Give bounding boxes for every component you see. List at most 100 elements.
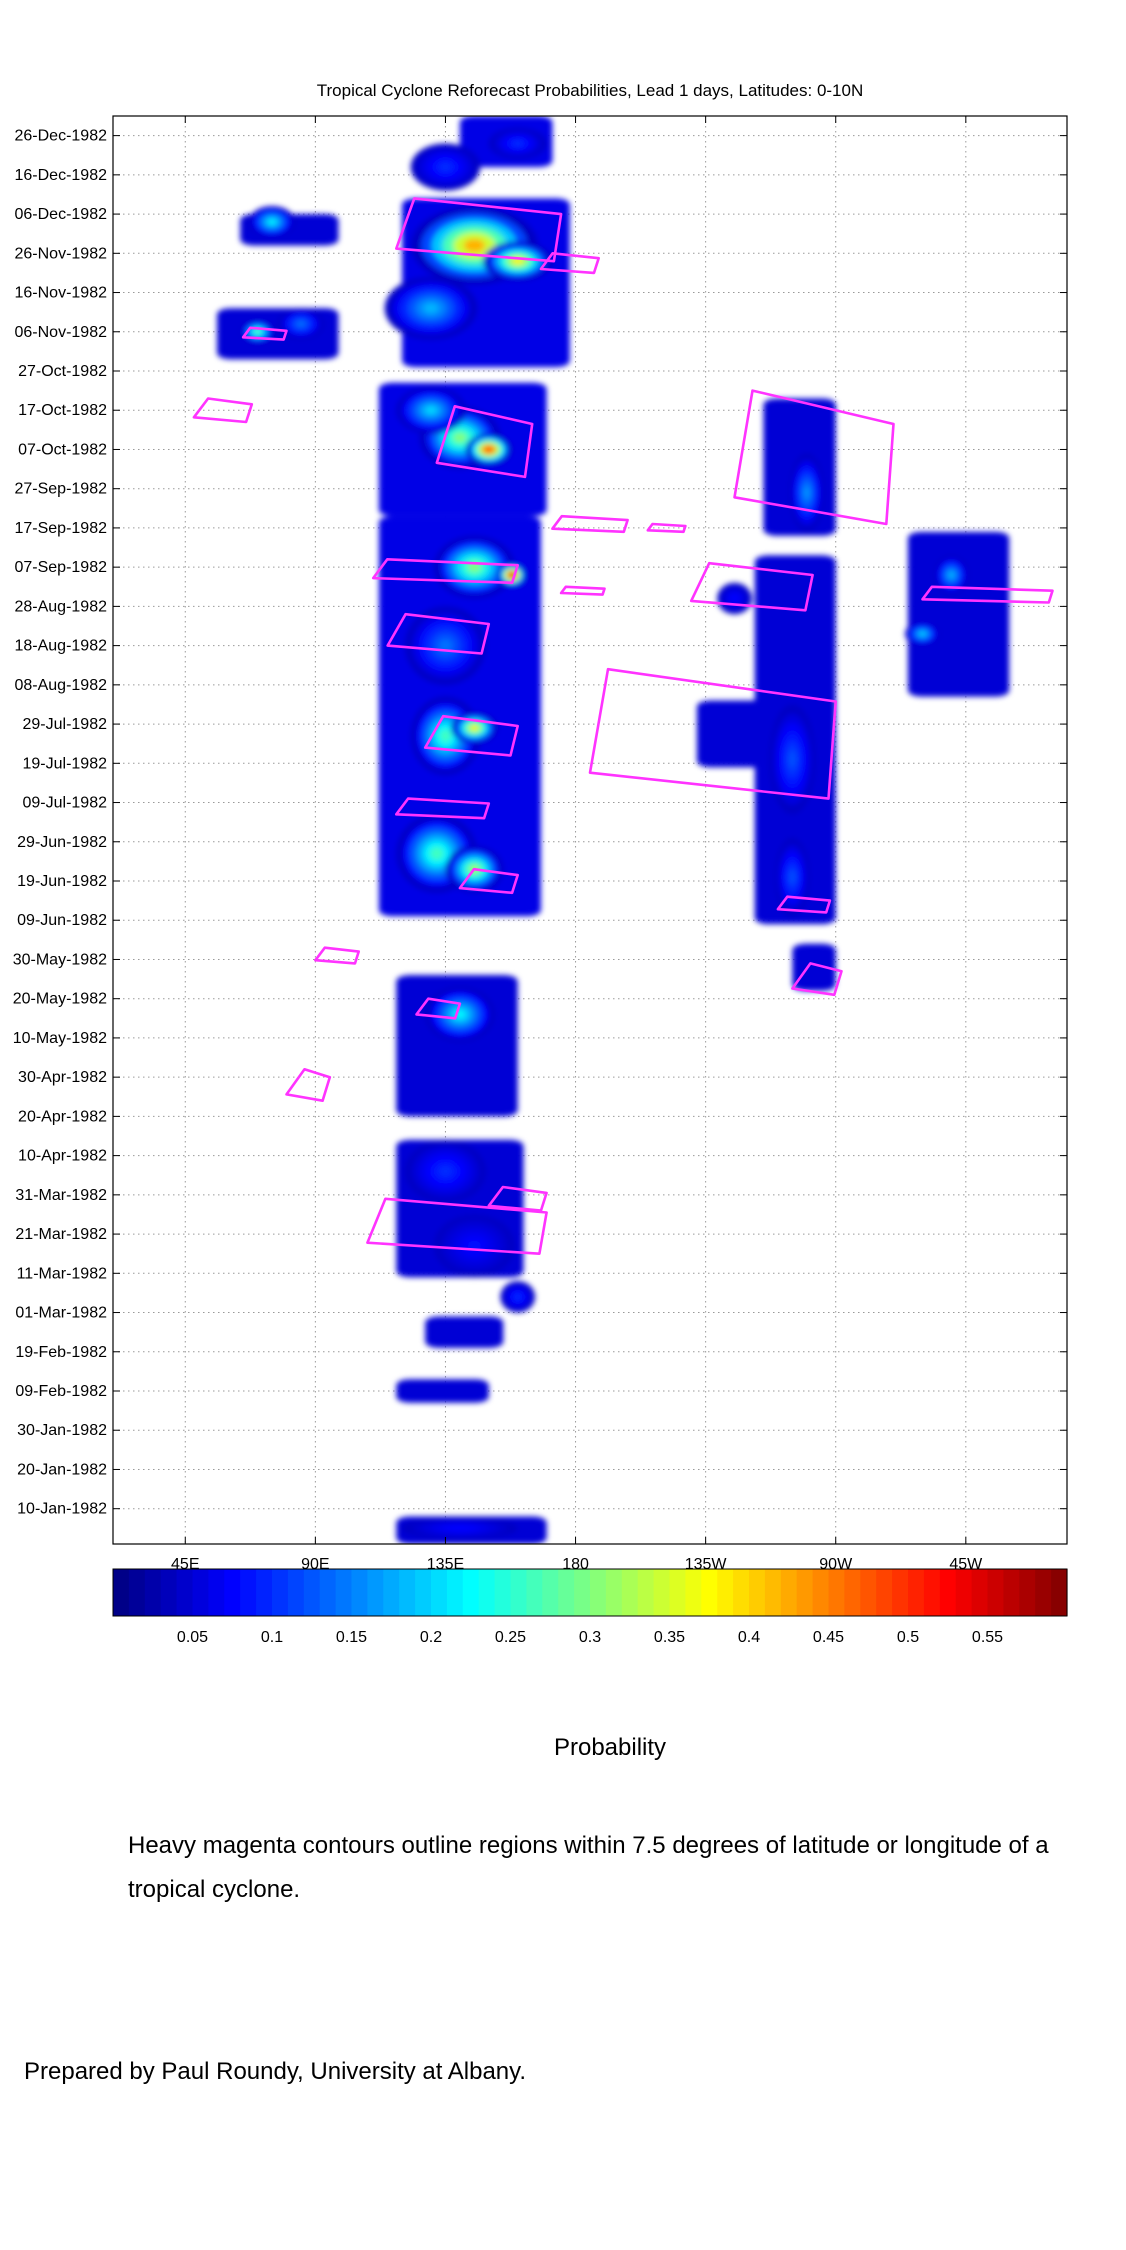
y-tick-label: 28-Aug-1982 [14,598,107,615]
probability-blob [463,238,485,252]
colorbar-segment [240,1569,257,1616]
y-tick-label: 20-May-1982 [13,991,107,1008]
colorbar-segment [224,1569,241,1616]
probability-blob [439,729,452,743]
probability-region [425,1316,504,1348]
colorbar-segment [462,1569,480,1616]
cyclone-contours [192,197,1054,1255]
cyclone-contour [192,397,254,424]
cyclone-contour [314,946,361,965]
probability-blob [297,321,305,327]
y-tick-label: 18-Aug-1982 [14,638,107,655]
colorbar-segment [908,1569,925,1616]
cyclone-contour [487,1185,548,1212]
probability-region [908,531,1010,697]
probability-blob [438,1166,453,1177]
probability-blob [423,303,439,314]
y-tick-label: 19-Feb-1982 [15,1344,107,1361]
colorbar-segment [510,1569,527,1616]
colorbar-segment [319,1569,337,1616]
colorbar-tick-label: 0.3 [579,1629,601,1646]
y-tick-label: 09-Jul-1982 [23,795,108,812]
cyclone-contour [458,867,520,895]
colorbar-segment [1003,1569,1020,1616]
cyclone-contour [551,514,629,534]
y-tick-label: 19-Jun-1982 [17,873,107,890]
y-tick-label: 17-Oct-1982 [18,402,107,419]
y-tick-label: 08-Aug-1982 [14,677,107,694]
colorbar-segment [144,1569,162,1616]
y-tick-label: 17-Sep-1982 [14,520,107,537]
colorbar-segment [160,1569,178,1616]
colorbar-segment [796,1569,814,1616]
y-tick-label: 30-May-1982 [13,951,107,968]
probability-region [696,700,778,768]
y-tick-label: 16-Nov-1982 [15,285,108,302]
colorbar-tick-label: 0.4 [738,1629,760,1646]
colorbar-segment [685,1569,702,1616]
colorbar-segment [128,1569,146,1616]
cyclone-contour [539,252,601,275]
colorbar-segment [844,1569,861,1616]
colorbar-segment [733,1569,750,1616]
y-tick-label: 19-Jul-1982 [23,755,108,772]
colorbar-segment [192,1569,209,1616]
colorbar-segment [287,1569,305,1616]
credit-line: Prepared by Paul Roundy, University at A… [24,2058,527,2085]
colorbar-segment [590,1569,607,1616]
cyclone-contour [689,561,814,612]
cyclone-contour [394,797,491,820]
colorbar-segment [558,1569,575,1616]
probability-blob [919,631,926,636]
probability-blob [430,847,444,861]
colorbar-segment [176,1569,194,1616]
colorbar-tick-label: 0.55 [972,1629,1003,1646]
cyclone-contour [791,962,843,997]
probability-blob [948,571,955,579]
colorbar-segment [876,1569,893,1616]
probability-blob [803,486,810,500]
y-tick-label: 20-Apr-1982 [18,1108,107,1125]
probability-blob [514,1294,521,1300]
colorbar-segment [669,1569,686,1616]
y-tick-label: 10-Jan-1982 [17,1501,107,1518]
y-tick-label: 29-Jul-1982 [23,716,108,733]
probability-blob [254,329,261,334]
colorbar-segment [939,1569,957,1616]
cyclone-contour [415,997,462,1020]
y-tick-label: 27-Oct-1982 [18,363,107,380]
probability-blob [450,1526,470,1531]
cyclone-contour [241,326,288,341]
colorbar-segment [1035,1569,1052,1616]
colorbar-label: Probability [553,1734,667,1761]
probability-blob [439,163,452,171]
cyclone-contour [371,557,520,585]
cyclone-contour [394,197,563,263]
colorbar-tick-label: 0.45 [813,1629,844,1646]
colorbar-tick-label: 0.25 [495,1629,526,1646]
cyclone-contour [285,1068,332,1102]
colorbar-segment [526,1569,543,1616]
colorbar-segment [653,1569,671,1616]
colorbar-tick-label: 0.5 [897,1629,919,1646]
y-tick-label: 27-Sep-1982 [14,481,107,498]
y-tick-label: 06-Dec-1982 [15,206,108,223]
y-tick-label: 26-Dec-1982 [15,128,108,145]
probability-blob [789,870,796,884]
colorbar-segment [446,1569,464,1616]
colorbar-segment [272,1569,289,1616]
colorbar-segment [431,1569,448,1616]
probability-blob [512,140,523,147]
y-tick-label: 11-Mar-1982 [17,1265,108,1282]
colorbar-segment [494,1569,512,1616]
probability-region [792,943,836,991]
y-tick-label: 26-Nov-1982 [15,245,108,262]
probability-blob [788,750,797,769]
colorbar-segment [955,1569,973,1616]
colorbar-frame [112,1568,1068,1617]
y-tick-label: 09-Jun-1982 [17,912,107,929]
colorbar-segment [208,1569,225,1616]
caption: Heavy magenta contours outline regions w… [128,1832,1049,1903]
y-tick-label: 29-Jun-1982 [17,834,107,851]
cyclone-contour [588,667,838,800]
